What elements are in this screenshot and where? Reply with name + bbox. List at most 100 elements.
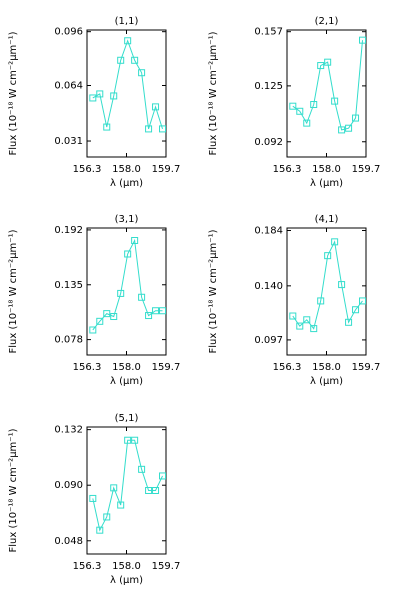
x-tick-label: 158.0 (112, 164, 141, 175)
panel-title: (1,1) (115, 16, 139, 27)
data-marker (124, 250, 132, 258)
y-tick-label: 0.140 (254, 281, 283, 292)
data-line (92, 439, 163, 532)
data-marker (152, 307, 160, 315)
data-marker (324, 252, 332, 260)
y-axis-label: Flux (10⁻¹⁸ W cm⁻²μm⁻¹) (8, 428, 19, 552)
x-tick-label: 158.0 (112, 362, 141, 373)
data-marker (138, 293, 146, 301)
x-tick-label: 156.3 (273, 362, 302, 373)
panel: (1,1) 156.3 158.0 159.7 0.031 0.064 0.096 λ (μm… (8, 16, 180, 189)
panel-title: (5,1) (115, 413, 139, 424)
x-tick-label: 159.7 (152, 362, 181, 373)
data-marker (159, 125, 167, 133)
panel-title: (2,1) (315, 16, 339, 27)
y-tick-label: 0.096 (54, 27, 83, 38)
panel: (3,1) 156.3 158.0 159.7 0.078 0.135 0.192 λ (μm… (8, 214, 180, 387)
data-marker (310, 325, 318, 333)
x-tick-label: 156.3 (73, 164, 102, 175)
data-marker (338, 126, 346, 134)
data-marker (152, 487, 160, 494)
data-marker (131, 237, 139, 245)
data-marker (317, 62, 325, 70)
data-marker (345, 318, 353, 326)
data-marker (359, 297, 367, 305)
data-marker (131, 56, 139, 64)
data-marker (138, 465, 146, 473)
x-tick-label: 159.7 (152, 561, 181, 572)
data-marker (117, 56, 125, 64)
y-tick-label: 0.192 (54, 225, 83, 236)
y-tick-label: 0.132 (54, 425, 83, 436)
data-marker (289, 312, 297, 320)
data-marker (145, 312, 153, 320)
data-line (92, 39, 163, 130)
panel: (5,1) 156.3 158.0 159.7 0.048 0.090 0.132 λ (μm… (8, 413, 180, 586)
y-tick-label: 0.125 (254, 81, 283, 92)
data-marker (331, 97, 339, 105)
data-marker (110, 92, 118, 100)
data-marker (103, 310, 111, 318)
data-marker (359, 36, 367, 44)
y-tick-label: 0.184 (254, 226, 283, 237)
data-marker (338, 281, 346, 289)
y-axis-label: Flux (10⁻¹⁸ W cm⁻²μm⁻¹) (8, 229, 19, 353)
x-axis-label: λ (μm) (310, 178, 343, 189)
data-marker (159, 472, 167, 480)
data-marker (96, 526, 104, 534)
y-tick-label: 0.048 (54, 536, 83, 547)
plot-frame (86, 227, 167, 356)
y-tick-label: 0.031 (54, 136, 83, 147)
x-tick-label: 159.7 (352, 164, 381, 175)
data-marker (159, 307, 167, 315)
data-line (292, 240, 363, 330)
y-tick-label: 0.157 (254, 27, 283, 38)
data-marker (89, 494, 97, 502)
x-axis-label: λ (μm) (110, 575, 143, 586)
x-tick-label: 158.0 (112, 561, 141, 572)
x-axis-label: λ (μm) (310, 376, 343, 387)
y-axis-label: Flux (10⁻¹⁸ W cm⁻²μm⁻¹) (208, 229, 219, 353)
x-tick-label: 158.0 (312, 164, 341, 175)
y-tick-label: 0.092 (254, 137, 283, 148)
data-marker (324, 58, 332, 66)
panel: (4,1) 156.3 158.0 159.7 0.097 0.140 0.184 λ (μm… (208, 214, 380, 387)
plot-frame (286, 227, 367, 356)
data-marker (303, 119, 311, 127)
x-tick-label: 159.7 (152, 164, 181, 175)
data-marker (152, 103, 160, 111)
x-tick-label: 156.3 (73, 362, 102, 373)
data-marker (103, 123, 111, 131)
data-marker (117, 289, 125, 297)
data-marker (96, 317, 104, 325)
y-tick-label: 0.090 (54, 480, 83, 491)
panel: (2,1) 156.3 158.0 159.7 0.092 0.125 0.157 λ (μm… (208, 16, 380, 189)
data-marker (289, 102, 297, 110)
data-marker (352, 306, 360, 314)
data-marker (110, 484, 118, 492)
y-axis-label: Flux (10⁻¹⁸ W cm⁻²μm⁻¹) (8, 31, 19, 155)
data-marker (89, 94, 97, 102)
data-marker (96, 90, 104, 98)
data-marker (89, 326, 97, 334)
data-marker (145, 487, 153, 494)
data-marker (303, 316, 311, 324)
data-marker (145, 125, 153, 133)
data-marker (296, 107, 304, 115)
y-tick-label: 0.078 (54, 335, 83, 346)
panel-title: (4,1) (315, 214, 339, 225)
data-marker (110, 313, 118, 321)
x-axis-label: λ (μm) (110, 376, 143, 387)
data-marker (317, 297, 325, 305)
x-tick-label: 156.3 (273, 164, 302, 175)
x-tick-label: 158.0 (312, 362, 341, 373)
plot-frame (86, 29, 167, 158)
y-tick-label: 0.097 (254, 335, 283, 346)
data-marker (103, 513, 111, 521)
data-marker (117, 501, 125, 509)
data-marker (124, 37, 132, 45)
data-marker (138, 69, 146, 77)
y-tick-label: 0.135 (54, 280, 83, 291)
data-marker (296, 322, 304, 330)
